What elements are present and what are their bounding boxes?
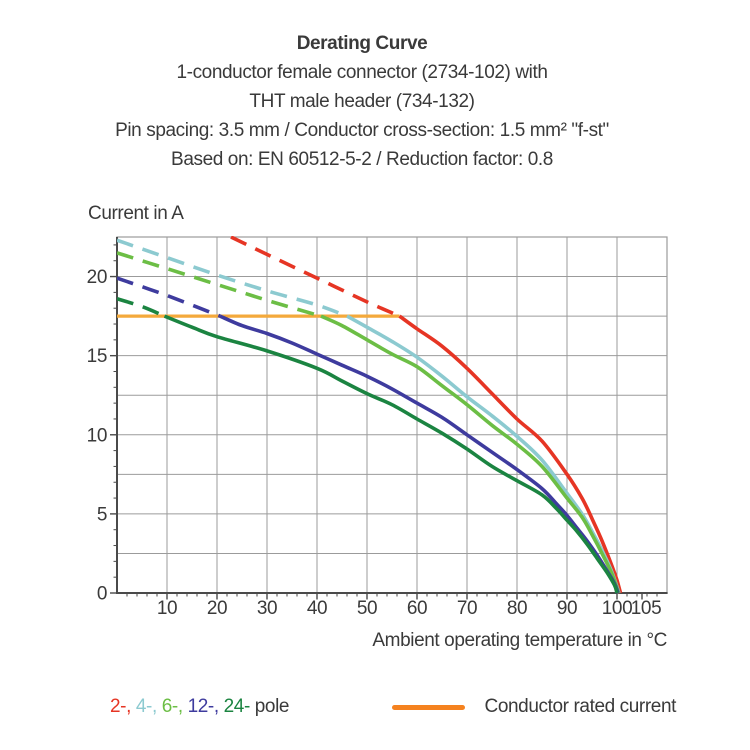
x-tick-label: 20 [207, 598, 227, 619]
y-tick-label: 10 [87, 425, 107, 446]
x-tick-label: 90 [557, 598, 577, 619]
curve-24-pole-solid [163, 314, 619, 594]
legend-pole-suffix: pole [249, 696, 290, 717]
x-tick-label: 105 [631, 598, 662, 619]
curve-2-pole-solid [398, 314, 623, 594]
chart-title: Derating Curve [296, 33, 428, 54]
curve-6-pole-solid [320, 314, 621, 594]
chart-subtitle-line-4: Based on: EN 60512-5-2 / Reduction facto… [171, 149, 553, 170]
chart-subtitle-line-3: Pin spacing: 3.5 mm / Conductor cross-se… [115, 120, 609, 141]
legend-pole-counts: 2-, 4-, 6-, 12-, 24- pole [110, 696, 289, 718]
legend-pole-6-label: 6-, [161, 696, 188, 717]
legend-rated-current: Conductor rated current [391, 696, 677, 718]
curve-4-pole-dashed [117, 238, 348, 318]
legend: 2-, 4-, 6-, 12-, 24- pole Conductor rate… [110, 696, 676, 718]
curve-2-pole-dashed [230, 236, 401, 318]
chart-subtitle-line-2: THT male header (734-132) [249, 91, 475, 112]
legend-pole-2-label: 2-, [110, 696, 136, 717]
x-tick-label: 60 [407, 598, 427, 619]
y-tick-label: 15 [87, 346, 107, 367]
chart-header: Derating Curve 1-conductor female connec… [0, 29, 724, 174]
x-tick-label: 100 [602, 598, 633, 619]
x-tick-label: 30 [257, 598, 277, 619]
curve-12-pole-dashed [117, 276, 221, 318]
curve-4-pole-solid [346, 314, 621, 594]
legend-pole-4-label: 4-, [135, 696, 162, 717]
legend-pole-24-label: 24- [223, 696, 251, 717]
x-tick-label: 10 [157, 598, 177, 619]
curve-6-pole-dashed [117, 251, 322, 318]
y-axis-title: Current in A [88, 203, 184, 224]
curve-12-pole-solid [219, 314, 620, 594]
rated-current-line-swatch [391, 704, 465, 710]
x-tick-label: 80 [507, 598, 527, 619]
chart-subtitle-line-1: 1-conductor female connector (2734-102) … [176, 62, 548, 83]
y-tick-label: 0 [97, 584, 107, 605]
x-tick-label: 40 [307, 598, 327, 619]
axis-ticks [110, 244, 658, 600]
x-tick-label: 50 [357, 598, 377, 619]
legend-pole-12-label: 12-, [187, 696, 224, 717]
y-tick-label: 20 [87, 267, 107, 288]
curve-24-pole-dashed [117, 296, 166, 318]
x-axis-title: Ambient operating temperature in °C [372, 630, 667, 651]
y-tick-label: 5 [97, 504, 107, 525]
x-tick-label: 70 [457, 598, 477, 619]
grid [117, 237, 667, 593]
curves [117, 236, 623, 594]
rated-current-label: Conductor rated current [484, 696, 677, 717]
